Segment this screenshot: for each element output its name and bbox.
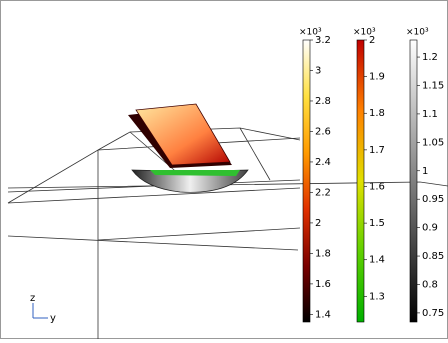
tick-label: 1.2 (422, 52, 438, 63)
tick-label: 0.9 (422, 223, 438, 234)
tick-label: 1.15 (422, 80, 444, 91)
tick-label: 3.2 (315, 35, 331, 46)
tick-label: 1.05 (422, 137, 444, 148)
tick-label: 0.8 (422, 279, 438, 290)
tick-label: 1.3 (369, 291, 385, 302)
tick-label: 2.2 (315, 187, 331, 198)
tick-label: 1.6 (315, 279, 331, 290)
tick-label: 2 (315, 218, 321, 229)
z-label: z (30, 293, 35, 304)
tick-label: 1.8 (315, 248, 331, 259)
tick-label: 2.4 (315, 157, 331, 168)
tick-label: 0.95 (422, 194, 444, 205)
y-label: y (50, 313, 56, 324)
colorbar (357, 40, 364, 322)
tick-label: 1.5 (369, 218, 385, 229)
tick-label: 1.4 (315, 309, 331, 320)
tick-label: 1 (422, 166, 428, 177)
tick-label: 3 (315, 65, 321, 76)
tick-label: 1.6 (369, 181, 385, 192)
tick-label: 2.6 (315, 126, 331, 137)
tick-label: 1.9 (369, 72, 385, 83)
tick-label: 2 (369, 35, 375, 46)
frame (1, 1, 448, 339)
green-layer (150, 170, 240, 176)
colorbar (303, 40, 310, 322)
tick-label: 1.1 (422, 109, 438, 120)
tick-label: 1.4 (369, 255, 385, 266)
tick-label: 0.75 (422, 308, 444, 319)
multiplier: ×10³ (406, 28, 429, 38)
tick-label: 2.8 (315, 96, 331, 107)
viewport: z y ×10³1.41.61.822.22.42.62.833.2×10³1.… (0, 0, 448, 339)
colorbar (410, 40, 417, 322)
tick-label: 1.7 (369, 145, 385, 156)
tick-label: 0.85 (422, 251, 444, 262)
tick-label: 1.8 (369, 108, 385, 119)
